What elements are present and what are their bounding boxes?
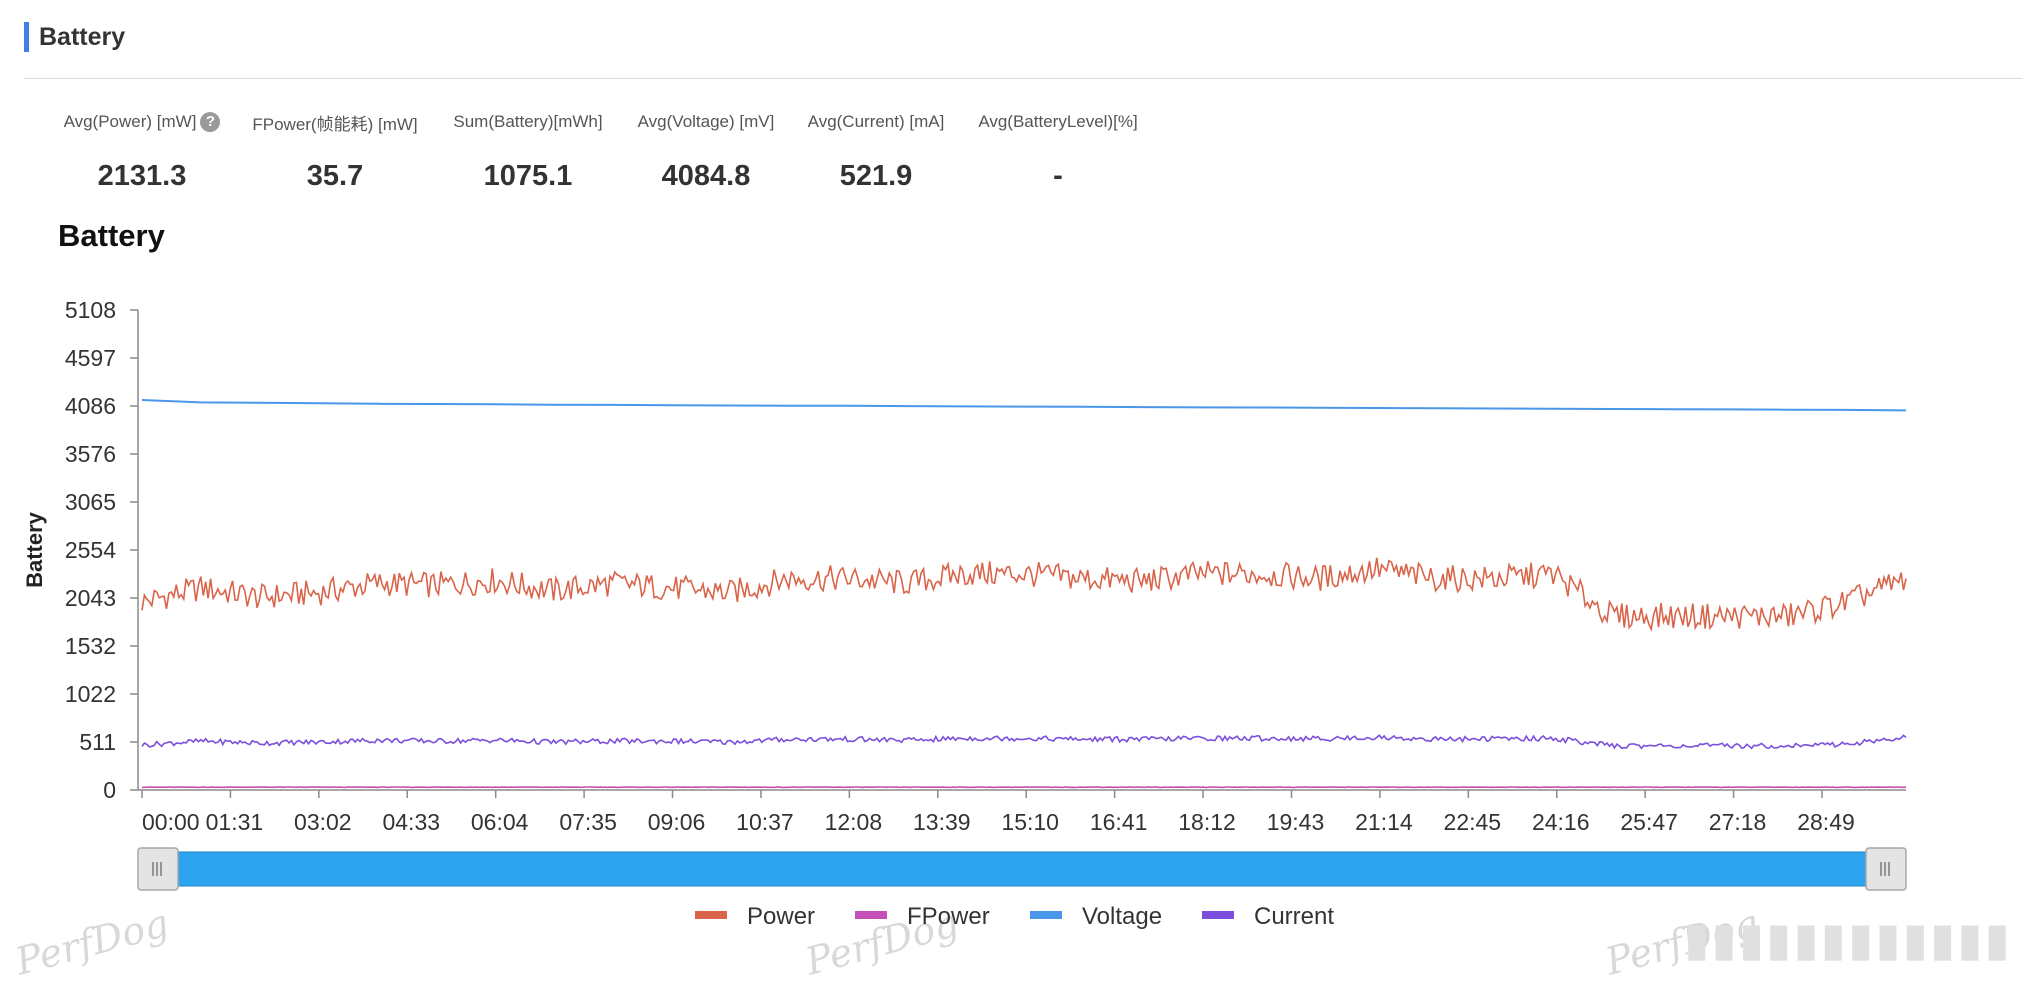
series-line-current	[141, 734, 1907, 750]
metric-value: 1075.1	[483, 160, 573, 192]
chart-title: Battery	[58, 218, 165, 253]
faded-overlay-text: ▮▮▮▮▮▮▮▮▮▮▮▮	[1684, 913, 2012, 965]
metric-fpower: FPower(帧能耗) [mW] 35.7	[242, 108, 428, 193]
x-tick-label: 22:45	[1444, 809, 1502, 835]
watermark-text: PerfDog	[10, 901, 173, 984]
y-tick-label: 0	[103, 777, 116, 803]
y-tick-label: 3065	[65, 489, 116, 515]
series-line-voltage	[141, 399, 1907, 412]
legend-swatch-fpower	[855, 911, 887, 919]
legend-label-voltage: Voltage	[1082, 903, 1162, 930]
x-tick-label: 06:04	[471, 809, 529, 835]
y-axis-label: Battery	[22, 511, 47, 588]
y-tick-label: 4086	[65, 393, 116, 419]
question-mark-icon[interactable]: ?	[200, 112, 221, 132]
metric-avg-power: Avg(Power) [mW] ? 2131.3	[52, 108, 232, 193]
metric-avg-current: Avg(Current) [mA] 521.9	[796, 108, 956, 193]
metric-value: 35.7	[306, 160, 364, 192]
metric-sum-battery: Sum(Battery)[mWh] 1075.1	[440, 108, 616, 193]
y-axis: 0 511 1022 1532 2043 2554 3065 3576 4086 4597 5108…	[22, 297, 139, 803]
x-tick-label: 01:31	[206, 809, 264, 835]
legend-label-power: Power	[747, 903, 815, 930]
x-tick-label: 09:06	[648, 809, 706, 835]
legend-label-fpower: FPower	[907, 903, 990, 930]
section-header: Battery	[24, 20, 125, 54]
metric-avg-voltage: Avg(Voltage) [mV] 4084.8	[626, 108, 786, 193]
slider-handle-end	[1865, 847, 1907, 891]
y-tick-label: 1532	[65, 633, 116, 659]
metric-value: 4084.8	[661, 160, 751, 192]
legend: Power FPower Voltage Current	[695, 903, 1334, 930]
y-tick-label: 3576	[65, 441, 116, 467]
y-tick-label: 1022	[65, 681, 116, 707]
x-tick-label: 12:08	[825, 809, 883, 835]
x-tick-label: 24:16	[1532, 809, 1590, 835]
legend-label-current: Current	[1254, 903, 1334, 930]
x-tick-label: 13:39	[913, 809, 971, 835]
legend-swatch-power	[695, 911, 727, 919]
section-title: Battery	[39, 22, 126, 51]
series-layer	[141, 399, 1907, 789]
x-tick-label: 21:14	[1355, 809, 1413, 835]
x-tick-label: 28:49	[1797, 809, 1855, 835]
y-tick-label: 5108	[65, 297, 116, 323]
section-accent-bar	[24, 22, 29, 52]
x-tick-label: 04:33	[382, 809, 440, 835]
y-tick-label: 4597	[65, 345, 116, 371]
x-tick-label: 10:37	[736, 809, 794, 835]
x-tick-label: 03:02	[294, 809, 352, 835]
metric-label: Avg(Current) [mA]	[807, 112, 945, 131]
series-line-power	[141, 557, 1907, 632]
range-slider[interactable]	[137, 847, 1907, 891]
metric-value: 2131.3	[97, 160, 187, 192]
metric-label: Avg(Power) [mW]	[63, 112, 197, 131]
y-tick-label: 511	[79, 729, 116, 755]
legend-swatch-current	[1202, 911, 1234, 919]
x-tick-label: 16:41	[1090, 809, 1148, 835]
metric-label: Sum(Battery)[mWh]	[453, 112, 603, 131]
x-tick-label: 00:00	[142, 809, 200, 835]
legend-swatch-voltage	[1030, 911, 1062, 919]
metric-value: -	[1053, 160, 1063, 192]
metric-label: Avg(BatteryLevel)[%]	[978, 112, 1138, 131]
x-axis: 00:00 01:31 03:02 04:33 06:04 07:35 09:06 10:37…	[138, 789, 1906, 835]
metric-label: FPower(帧能耗) [mW]	[252, 114, 418, 134]
metric-value: 521.9	[839, 160, 913, 192]
slider-track	[137, 851, 1907, 887]
metric-label: Avg(Voltage) [mV]	[637, 112, 775, 131]
x-tick-label: 19:43	[1267, 809, 1325, 835]
y-tick-label: 2554	[65, 537, 116, 563]
x-tick-label: 27:18	[1709, 809, 1767, 835]
metric-avg-battery-level: Avg(BatteryLevel)[%] -	[966, 108, 1150, 193]
x-tick-label: 18:12	[1178, 809, 1236, 835]
header-divider	[24, 78, 2022, 79]
slider-handle-start	[137, 847, 179, 891]
x-tick-label: 15:10	[1001, 809, 1059, 835]
y-tick-label: 2043	[65, 585, 116, 611]
x-tick-label: 25:47	[1620, 809, 1678, 835]
x-tick-label: 07:35	[559, 809, 617, 835]
